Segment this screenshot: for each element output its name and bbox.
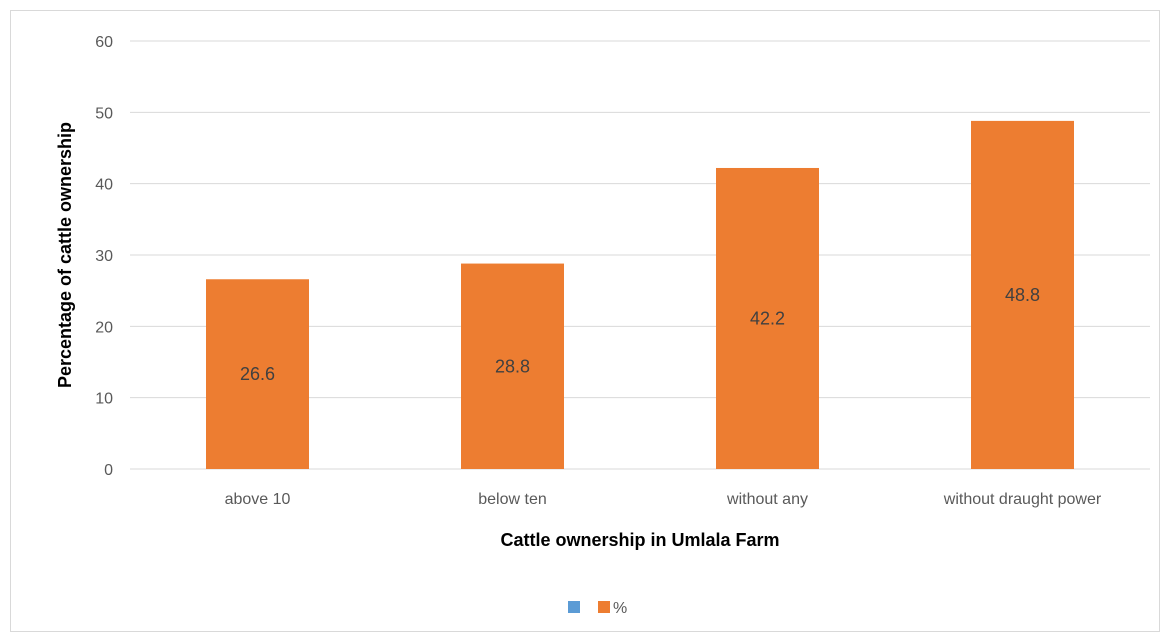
data-label: 26.6 <box>240 364 275 384</box>
legend-swatch-series-2 <box>598 601 610 613</box>
data-label: 48.8 <box>1005 285 1040 305</box>
legend-swatch-series-1 <box>568 601 580 613</box>
bars <box>206 120 1074 469</box>
y-tick-label: 40 <box>95 177 113 194</box>
bar <box>461 263 564 469</box>
y-tick-label: 0 <box>104 462 113 479</box>
data-label: 42.2 <box>750 308 785 328</box>
legend: % <box>568 600 627 617</box>
y-axis-title: Percentage of cattle ownership <box>55 122 75 388</box>
data-label: 28.8 <box>495 356 530 376</box>
x-tick-label: below ten <box>478 491 547 508</box>
x-tick-label: without any <box>726 491 808 508</box>
data-labels: 26.6 28.8 42.2 48.8 <box>240 285 1040 384</box>
bar <box>206 279 309 469</box>
x-axis-ticks: above 10 below ten without any without drau… <box>225 491 1102 508</box>
y-tick-label: 20 <box>95 319 113 336</box>
x-axis-title: Cattle ownership in Umlala Farm <box>500 530 779 550</box>
bar <box>971 120 1074 469</box>
y-tick-label: 30 <box>95 248 113 265</box>
x-tick-label: without draught power <box>943 491 1102 508</box>
bar <box>716 167 819 469</box>
y-tick-label: 50 <box>95 105 113 122</box>
legend-label-series-2: % <box>613 600 627 617</box>
y-tick-label: 10 <box>95 391 113 408</box>
chart-frame <box>10 10 1160 632</box>
y-tick-label: 60 <box>95 34 113 51</box>
x-tick-label: above 10 <box>225 491 291 508</box>
y-axis-ticks: 0 10 20 30 40 50 60 <box>95 34 113 479</box>
